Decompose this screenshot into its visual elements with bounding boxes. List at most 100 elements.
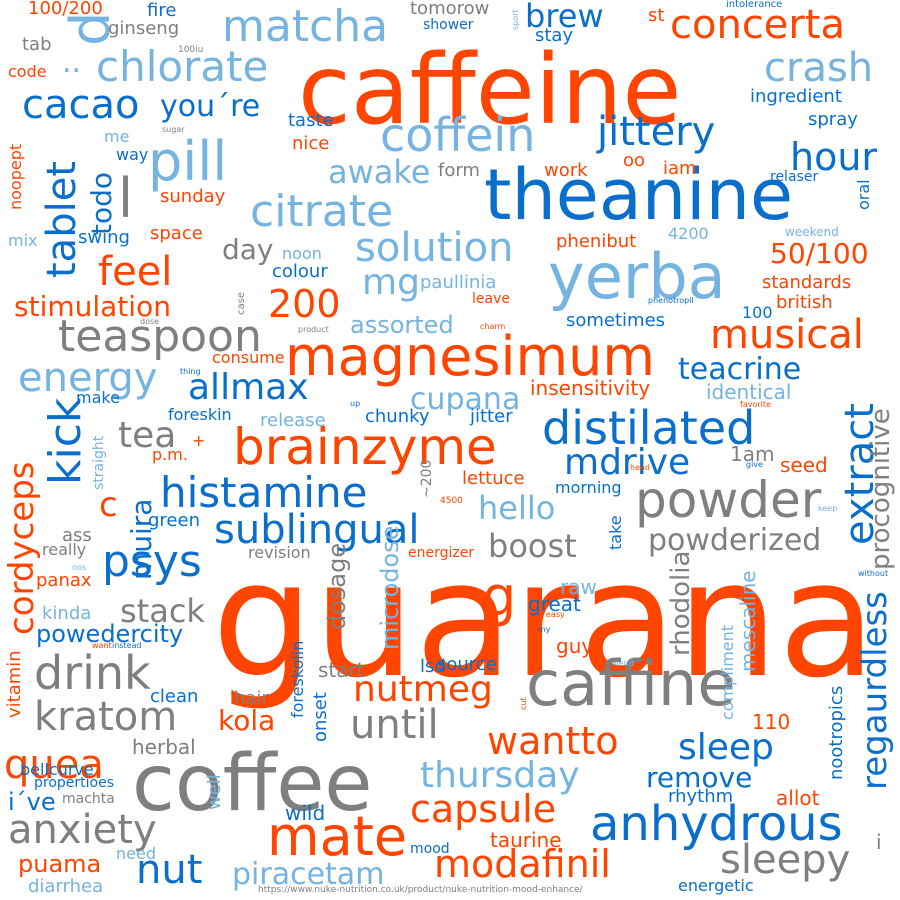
word-distilated: distilated: [542, 401, 756, 455]
word-iam: iam: [663, 158, 697, 179]
word-give: give: [746, 460, 763, 469]
word-revision: revision: [248, 543, 311, 562]
word-day: day: [222, 233, 274, 266]
word-piracetam: piracetam: [232, 857, 385, 892]
word-tea: tea: [118, 415, 177, 456]
word-paullinia: paullinia: [420, 272, 497, 293]
word-easy: easy: [546, 610, 565, 619]
word-keep: keep: [818, 504, 838, 513]
word-sunday: sunday: [160, 186, 226, 207]
word-form: form: [438, 160, 480, 181]
word-colour: colour: [272, 261, 328, 282]
word-guy: guy: [556, 634, 594, 658]
word-solution: solution: [355, 225, 514, 271]
word-hello: hello: [478, 489, 556, 527]
word-powder: powder: [635, 471, 822, 529]
word-code: code: [8, 62, 47, 81]
word-noopept: noopept: [6, 143, 25, 210]
word-g: g: [482, 565, 517, 628]
word-work: work: [544, 160, 588, 181]
word-hour: hour: [790, 135, 878, 179]
word-phenotropil: phenotropil: [648, 296, 694, 305]
word-fire: fire: [147, 0, 177, 21]
word-nut: nut: [136, 847, 203, 893]
word-capsule: capsule: [410, 787, 557, 831]
word-thing: thing: [180, 367, 201, 376]
word-ginseng: ginseng: [108, 18, 180, 39]
word-sleep: sleep: [678, 727, 774, 768]
word-remove: remove: [646, 761, 753, 794]
word-phenibut: phenibut: [556, 231, 637, 252]
word-ive: i´ve: [8, 788, 56, 816]
word-powderized: powderized: [648, 523, 822, 558]
word-concerta: concerta: [670, 2, 846, 48]
word-st: st: [648, 5, 665, 26]
word-seed: seed: [780, 453, 828, 477]
word-kratom: kratom: [34, 694, 178, 740]
word-l: l: [118, 167, 134, 230]
word-magnesimum: magnesimum: [285, 325, 655, 388]
word-energetic: energetic: [678, 876, 754, 895]
word-theanine: theanine: [484, 154, 794, 236]
word-ingredient: ingredient: [750, 86, 842, 107]
word-feel: feel: [98, 249, 173, 295]
word-morning: morning: [555, 478, 622, 497]
word-energizer: energizer: [408, 545, 475, 561]
word-sometimes: sometimes: [566, 310, 666, 331]
word-oral: oral: [854, 179, 873, 210]
word-raw: raw: [560, 575, 597, 599]
word-space: space: [150, 223, 203, 244]
word-source: source: [437, 654, 497, 675]
word-vitamin: vitamin: [4, 650, 25, 718]
word-spray: spray: [808, 109, 858, 130]
word-take: take: [606, 515, 625, 550]
word-without: without: [858, 569, 889, 578]
word-stack: stack: [120, 592, 205, 630]
word-tomorow: tomorow: [410, 0, 490, 19]
word-well: well: [204, 774, 225, 810]
word-tablet: tablet: [39, 161, 85, 278]
word-200: 200: [268, 282, 341, 326]
word-psys: psys: [102, 536, 202, 587]
word-musical: musical: [710, 312, 864, 358]
word-shower: shower: [423, 17, 474, 33]
word-awake: awake: [328, 153, 431, 191]
word-approx-200: ~200: [419, 459, 435, 498]
word-mg: mg: [362, 262, 420, 303]
word-kola: kola: [218, 704, 276, 737]
word-coffee: coffee: [132, 739, 373, 829]
word-mix: mix: [8, 231, 38, 250]
word-anhydrous: anhydrous: [590, 796, 843, 852]
word-panax: panax: [36, 570, 92, 591]
word-case: case: [236, 292, 247, 315]
word-sleepy: sleepy: [720, 837, 851, 883]
word-citrate: citrate: [250, 186, 394, 237]
word-nos: nos: [72, 563, 87, 572]
word-kick: kick: [40, 397, 91, 485]
word-hair: hair: [234, 688, 269, 709]
word-my: my: [538, 625, 551, 634]
word-clean: clean: [150, 686, 199, 707]
word-release: release: [260, 410, 326, 431]
word-insensitivity: insensitivity: [530, 376, 651, 400]
word-weekend: weekend: [785, 225, 839, 239]
word-wantto: wantto: [487, 719, 619, 763]
word-allmax: allmax: [188, 367, 309, 408]
word-start: start: [318, 658, 365, 682]
word-100iu: 100iu: [178, 45, 204, 55]
word-jittery: jittery: [597, 109, 716, 155]
word-nice: nice: [292, 133, 330, 154]
word-guarana: guarana: [212, 526, 877, 713]
word-todo: todo: [85, 171, 118, 235]
word-dosage: dosage: [323, 542, 351, 630]
word-stimulation: stimulation: [14, 290, 171, 323]
word-tab: tab: [22, 34, 52, 55]
word-thursday: thursday: [420, 755, 580, 796]
word-rhodolia: rhodolia: [666, 550, 696, 656]
word-4500: 4500: [440, 496, 463, 506]
word-50-100: 50/100: [770, 237, 869, 270]
word-modafinil: modafinil: [434, 842, 611, 886]
word-standards: standards: [762, 272, 852, 293]
word-consume: consume: [212, 348, 285, 367]
